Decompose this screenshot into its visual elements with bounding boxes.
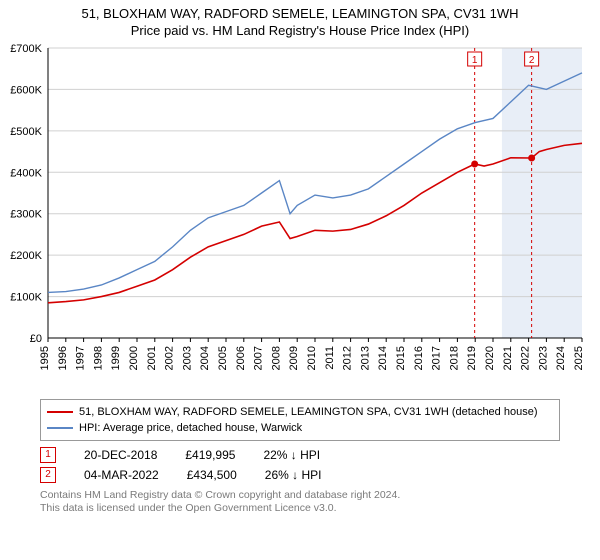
legend-item: 51, BLOXHAM WAY, RADFORD SEMELE, LEAMING…	[47, 404, 553, 420]
footer-line: Contains HM Land Registry data © Crown c…	[40, 489, 560, 502]
svg-text:2018: 2018	[448, 346, 460, 370]
svg-text:2005: 2005	[217, 346, 229, 370]
legend-item: HPI: Average price, detached house, Warw…	[47, 420, 553, 436]
svg-text:2013: 2013	[359, 346, 371, 370]
legend: 51, BLOXHAM WAY, RADFORD SEMELE, LEAMING…	[40, 399, 560, 441]
sale-date: 20-DEC-2018	[84, 445, 157, 465]
svg-text:2006: 2006	[235, 346, 247, 370]
legend-swatch	[47, 411, 73, 413]
svg-text:2009: 2009	[288, 346, 300, 370]
svg-text:1998: 1998	[92, 346, 104, 370]
svg-text:2001: 2001	[146, 346, 158, 370]
svg-text:2010: 2010	[306, 346, 318, 370]
sale-badge-num: 1	[45, 445, 51, 465]
sale-row: 2 04-MAR-2022 £434,500 26% ↓ HPI	[40, 465, 560, 485]
svg-text:2011: 2011	[324, 346, 336, 370]
legend-swatch	[47, 427, 73, 429]
svg-text:£700K: £700K	[10, 43, 42, 55]
sales-table: 1 20-DEC-2018 £419,995 22% ↓ HPI 2 04-MA…	[40, 445, 560, 485]
sale-row: 1 20-DEC-2018 £419,995 22% ↓ HPI	[40, 445, 560, 465]
chart-svg: £0 £100K £200K £300K £400K £500K £600K £700K 199…	[0, 38, 600, 388]
svg-text:1: 1	[472, 55, 478, 66]
svg-text:£500K: £500K	[10, 126, 42, 138]
svg-text:2014: 2014	[377, 346, 389, 370]
svg-text:2000: 2000	[128, 346, 140, 370]
svg-text:2025: 2025	[573, 346, 585, 370]
title-address: 51, BLOXHAM WAY, RADFORD SEMELE, LEAMING…	[0, 6, 600, 21]
svg-text:2: 2	[529, 55, 535, 66]
svg-text:2019: 2019	[466, 346, 478, 370]
svg-text:2002: 2002	[164, 346, 176, 370]
svg-text:£600K: £600K	[10, 84, 42, 96]
svg-text:2022: 2022	[520, 346, 532, 370]
title-block: 51, BLOXHAM WAY, RADFORD SEMELE, LEAMING…	[0, 0, 600, 38]
svg-text:2015: 2015	[395, 346, 407, 370]
svg-text:2021: 2021	[502, 346, 514, 370]
container: 51, BLOXHAM WAY, RADFORD SEMELE, LEAMING…	[0, 0, 600, 515]
title-subtitle: Price paid vs. HM Land Registry's House …	[0, 23, 600, 38]
svg-text:2004: 2004	[199, 346, 211, 370]
svg-text:£100K: £100K	[10, 292, 42, 304]
svg-text:£200K: £200K	[10, 250, 42, 262]
svg-text:2020: 2020	[484, 346, 496, 370]
svg-text:1999: 1999	[110, 346, 122, 370]
sale-price: £434,500	[187, 465, 237, 485]
sale-delta: 22% ↓ HPI	[263, 445, 320, 465]
svg-text:£400K: £400K	[10, 167, 42, 179]
svg-text:2016: 2016	[413, 346, 425, 370]
svg-text:2023: 2023	[537, 346, 549, 370]
footer: Contains HM Land Registry data © Crown c…	[40, 489, 560, 515]
footer-line: This data is licensed under the Open Gov…	[40, 502, 560, 515]
sale-date: 04-MAR-2022	[84, 465, 159, 485]
svg-text:2024: 2024	[555, 346, 567, 370]
sale-badge: 1	[40, 447, 56, 463]
sale-delta: 26% ↓ HPI	[265, 465, 322, 485]
svg-text:1996: 1996	[57, 346, 69, 370]
legend-label: HPI: Average price, detached house, Warw…	[79, 420, 302, 436]
svg-text:£300K: £300K	[10, 209, 42, 221]
sale-price: £419,995	[185, 445, 235, 465]
sale-badge-num: 2	[45, 465, 51, 485]
svg-text:2007: 2007	[253, 346, 265, 370]
svg-text:2017: 2017	[431, 346, 443, 370]
legend-label: 51, BLOXHAM WAY, RADFORD SEMELE, LEAMING…	[79, 404, 538, 420]
svg-text:1997: 1997	[75, 346, 87, 370]
svg-text:1995: 1995	[39, 346, 51, 370]
svg-text:2008: 2008	[270, 346, 282, 370]
sale-badge: 2	[40, 467, 56, 483]
svg-text:2012: 2012	[342, 346, 354, 370]
svg-text:2003: 2003	[181, 346, 193, 370]
svg-text:£0: £0	[30, 333, 42, 345]
chart: £0 £100K £200K £300K £400K £500K £600K £700K 199…	[0, 38, 600, 393]
